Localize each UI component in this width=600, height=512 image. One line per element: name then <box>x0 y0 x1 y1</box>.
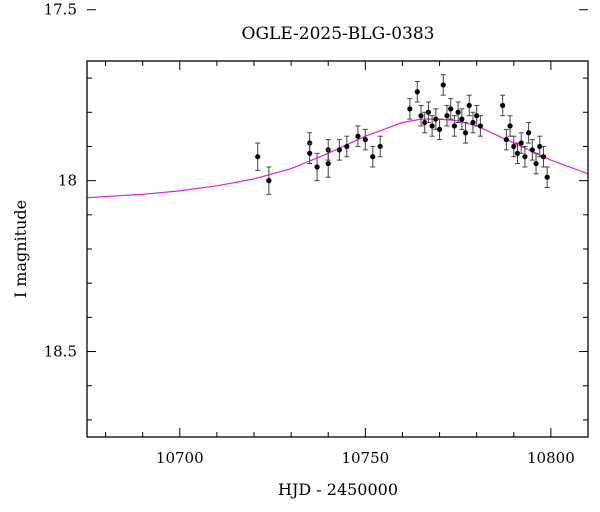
data-point <box>529 147 535 153</box>
x-tick-label: 10800 <box>527 449 575 467</box>
data-point <box>266 178 272 184</box>
model-curve <box>86 118 589 199</box>
data-point <box>362 137 368 143</box>
data-point <box>448 106 454 112</box>
data-point <box>474 113 480 119</box>
x-axis-label: HJD - 2450000 <box>278 480 398 499</box>
data-point <box>462 130 469 136</box>
data-point <box>477 123 483 129</box>
data-point <box>418 113 424 119</box>
data-point <box>470 119 476 126</box>
x-tick-label: 10750 <box>341 449 389 467</box>
data-points <box>255 74 550 195</box>
y-axis-label: I magnitude <box>11 200 30 298</box>
data-point <box>307 150 313 156</box>
data-point <box>377 143 383 150</box>
data-point <box>255 154 261 160</box>
x-tick-label: 10700 <box>156 449 204 467</box>
data-point <box>518 140 524 146</box>
data-point <box>370 154 376 160</box>
data-point <box>537 143 543 150</box>
data-point <box>355 133 361 139</box>
data-point <box>344 143 350 150</box>
data-point <box>455 109 461 115</box>
model-line <box>86 118 589 199</box>
data-point <box>414 89 420 95</box>
y-tick-label: 18.5 <box>44 343 77 361</box>
data-point <box>425 109 432 115</box>
data-point <box>514 150 521 156</box>
data-point <box>436 126 443 132</box>
data-point <box>451 123 457 129</box>
data-point <box>507 123 513 129</box>
data-point <box>459 116 465 122</box>
data-point <box>325 160 331 167</box>
data-point <box>500 102 506 109</box>
data-point <box>540 154 547 160</box>
data-point <box>466 102 472 109</box>
data-point <box>544 174 550 180</box>
y-tick-label: 18 <box>58 172 77 190</box>
data-point <box>422 119 428 126</box>
data-point <box>511 143 517 150</box>
data-point <box>522 154 528 160</box>
data-point <box>503 137 509 143</box>
axis-ticks: 10700 10750 10800 17.5 18 18.5 <box>44 1 589 467</box>
data-point <box>314 164 320 170</box>
data-point <box>533 160 539 167</box>
data-point <box>407 106 413 112</box>
y-tick-label: 17.5 <box>44 1 77 19</box>
data-point <box>440 82 446 88</box>
data-point <box>336 147 342 153</box>
data-point <box>444 113 450 119</box>
data-point <box>433 116 439 122</box>
plot-frame <box>86 60 589 438</box>
chart-title: OGLE-2025-BLG-0383 <box>242 24 435 44</box>
data-point <box>429 123 435 129</box>
data-point <box>526 130 532 136</box>
